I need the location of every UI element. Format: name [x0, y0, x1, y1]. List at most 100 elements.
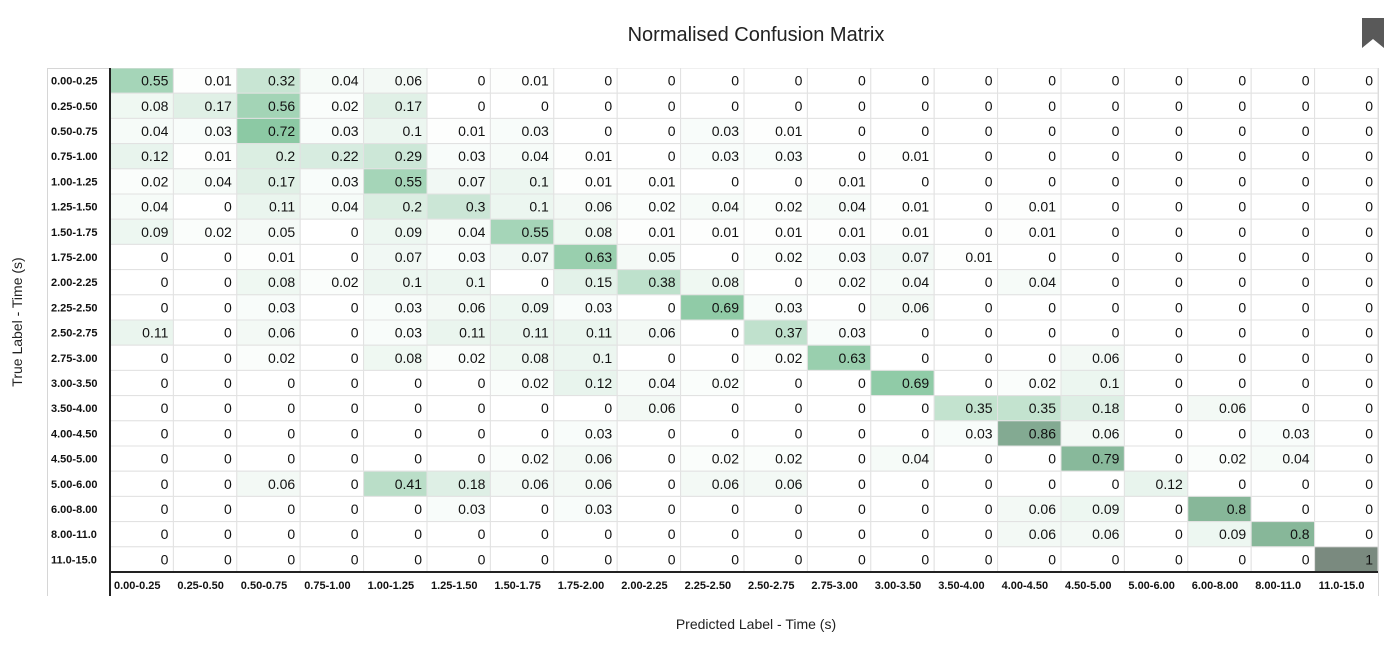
matrix-cell: [299, 294, 365, 321]
cell-value: 0: [1112, 98, 1120, 114]
cell-value: 0.08: [395, 350, 422, 366]
matrix-cell: [997, 420, 1062, 447]
cell-value: 0.01: [902, 199, 929, 215]
matrix-cell: [426, 243, 491, 271]
matrix-cell: [489, 521, 555, 548]
cell-value: 0.04: [331, 73, 358, 89]
matrix-cell: [1123, 495, 1189, 523]
cell-value: 0.03: [965, 425, 992, 441]
matrix-cell: [933, 117, 999, 145]
cell-value: 0: [858, 400, 866, 416]
matrix-cell: [1314, 344, 1379, 371]
cell-value: 0.04: [331, 199, 358, 215]
column-label: 3.50-4.00: [938, 580, 984, 592]
matrix-cell: [236, 420, 301, 447]
matrix-cell: [1314, 369, 1379, 397]
matrix-cell: [806, 395, 872, 422]
cell-value: 0.69: [712, 299, 739, 315]
cell-value: 0: [478, 73, 486, 89]
matrix-cell: [680, 470, 745, 497]
cell-value: 0.03: [585, 299, 612, 315]
matrix-cell: [1314, 243, 1379, 271]
row-label: 1.50-1.75: [51, 227, 97, 239]
matrix-cell: [616, 269, 682, 296]
cell-value: 0: [921, 173, 929, 189]
cell-value: 0: [1175, 400, 1183, 416]
matrix-cell: [743, 193, 808, 220]
cell-value: 0.15: [585, 274, 612, 290]
matrix-cell: [680, 319, 745, 346]
cell-value: 0: [1238, 73, 1246, 89]
matrix-cell: [680, 218, 745, 245]
cell-value: 0: [1365, 350, 1373, 366]
cell-value: 0: [668, 73, 676, 89]
matrix-cell: [489, 143, 555, 170]
chart-title: Normalised Confusion Matrix: [627, 24, 885, 46]
matrix-cell: [363, 521, 428, 548]
cell-value: 0: [287, 400, 295, 416]
cell-value: 0.06: [458, 299, 485, 315]
matrix-cell: [997, 68, 1062, 94]
cell-value: 0: [1112, 551, 1120, 567]
row-label: 1.25-1.50: [51, 202, 97, 214]
cell-value: 0: [1175, 375, 1183, 391]
cell-value: 0.2: [403, 199, 423, 215]
cell-value: 0: [1302, 123, 1310, 139]
matrix-cell: [1187, 369, 1252, 397]
cell-value: 0.06: [1219, 400, 1246, 416]
cell-value: 0: [224, 400, 232, 416]
cell-value: 0.22: [331, 148, 358, 164]
row-label: 2.25-2.50: [51, 302, 97, 314]
cell-value: 0: [1112, 274, 1120, 290]
cell-value: 0: [224, 551, 232, 567]
cell-value: 0: [731, 98, 739, 114]
matrix-cell: [489, 445, 555, 472]
cell-value: 0: [985, 325, 993, 341]
matrix-cell: [806, 92, 872, 119]
cell-value: 0: [1112, 73, 1120, 89]
matrix-cell: [1314, 294, 1379, 321]
bookmark-icon[interactable]: [1362, 18, 1384, 53]
matrix-cell: [1187, 445, 1252, 472]
row-label: 8.00-11.0: [51, 529, 97, 541]
cell-value: 0: [1175, 425, 1183, 441]
matrix-cell: [743, 395, 808, 422]
cell-value: 0.55: [141, 73, 168, 89]
confusion-matrix: 0.55 0.01 0.32 0.04 0.06 0 0.01 0 0 0 0 0 0 0 0 0 0 0 0 0 0.…: [47, 68, 1379, 596]
matrix-cell: [426, 369, 491, 397]
cell-value: 0: [985, 501, 993, 517]
cell-value: 0: [351, 425, 359, 441]
matrix-cell: [616, 420, 682, 447]
cell-value: 0.04: [205, 173, 232, 189]
cell-value: 0: [351, 249, 359, 265]
cell-value: 0.11: [269, 199, 295, 215]
cell-value: 0: [1302, 199, 1310, 215]
cell-value: 0: [161, 274, 169, 290]
cell-value: 0: [1238, 425, 1246, 441]
cell-value: 0: [161, 249, 169, 265]
matrix-cell: [426, 344, 491, 371]
cell-value: 0: [1048, 148, 1056, 164]
matrix-cell: [870, 243, 935, 271]
cell-value: 0: [795, 274, 803, 290]
matrix-cell: [680, 546, 745, 573]
cell-value: 0: [1302, 148, 1310, 164]
column-label: 1.00-1.25: [368, 580, 414, 592]
matrix-cell: [553, 269, 618, 296]
cell-value: 0.41: [395, 476, 422, 492]
cell-value: 0: [1365, 173, 1373, 189]
cell-value: 0: [1048, 299, 1056, 315]
cell-value: 0.04: [458, 224, 485, 240]
cell-value: 0.56: [268, 98, 295, 114]
cell-value: 0: [1238, 199, 1246, 215]
cell-value: 0.03: [395, 299, 422, 315]
cell-value: 0: [604, 123, 612, 139]
matrix-cell: [997, 193, 1062, 220]
cell-value: 0: [985, 148, 993, 164]
matrix-cell: [997, 168, 1062, 195]
cell-value: 0.06: [1029, 501, 1056, 517]
matrix-cell: [172, 319, 238, 346]
matrix-cell: [806, 117, 872, 145]
matrix-cell: [553, 92, 618, 119]
row-label: 2.50-2.75: [51, 328, 97, 340]
